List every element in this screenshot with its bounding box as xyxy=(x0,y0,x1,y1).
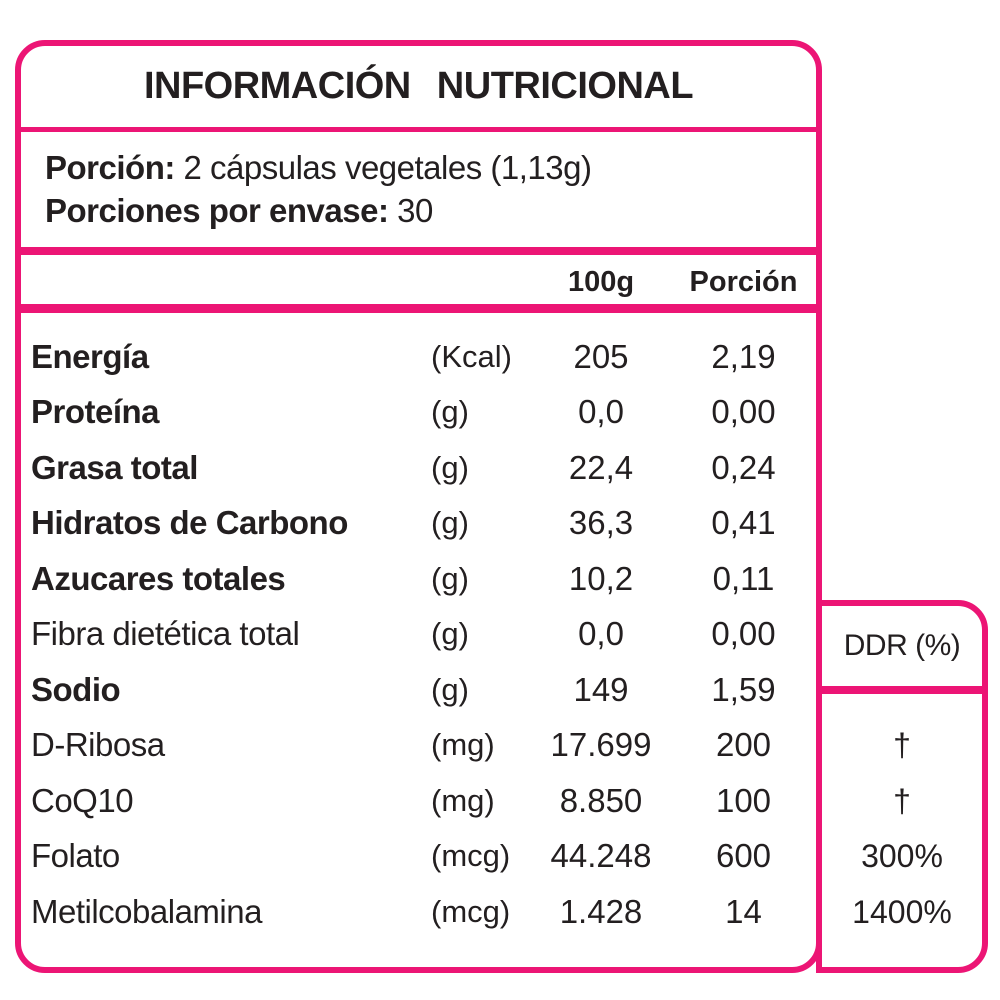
servings-per-container-value: 30 xyxy=(388,192,433,229)
ddr-panel: DDR (%) † † 300% 1400% xyxy=(816,600,988,973)
nutrient-label: Folato xyxy=(31,837,120,875)
table-row: Hidratos de Carbono (g) 36,3 0,41 xyxy=(21,496,816,552)
nutrient-value-portion: 2,19 xyxy=(711,337,776,375)
column-header-portion: Porción xyxy=(689,266,798,298)
nutrient-value-100g: 1.428 xyxy=(559,892,643,930)
title-section: INFORMACIÓN NUTRICIONAL xyxy=(21,46,816,127)
table-row: Energía (Kcal) 205 2,19 xyxy=(21,329,816,385)
serving-section: Porción: 2 cápsulas vegetales (1,13g) Po… xyxy=(21,132,816,247)
ddr-value: † xyxy=(893,727,911,764)
nutrient-value-portion: 14 xyxy=(725,892,762,930)
table-row: Metilcobalamina (mcg) 1.428 14 xyxy=(21,884,816,940)
nutrient-unit: (g) xyxy=(431,449,469,485)
nutrient-value-portion: 0,00 xyxy=(711,393,776,431)
nutrient-label: Energía xyxy=(31,337,149,375)
nutrient-value-portion: 200 xyxy=(715,726,772,764)
table-row: Fibra dietética total (g) 0,0 0,00 xyxy=(21,607,816,663)
nutrient-label: Sodio xyxy=(31,670,121,708)
nutrient-value-100g: 17.699 xyxy=(550,726,652,764)
divider xyxy=(21,304,816,313)
nutrient-label: Grasa total xyxy=(31,448,198,486)
nutrient-label: CoQ10 xyxy=(31,781,134,819)
nutrient-unit: (mcg) xyxy=(431,838,511,874)
table-row: Folato (mcg) 44.248 600 xyxy=(21,829,816,885)
nutrient-value-portion: 0,24 xyxy=(711,448,776,486)
table-row: Grasa total (g) 22,4 0,24 xyxy=(21,440,816,496)
table-row: CoQ10 (mg) 8.850 100 xyxy=(21,773,816,829)
table-row: Azucares totales (g) 10,2 0,11 xyxy=(21,551,816,607)
nutrient-label: Azucares totales xyxy=(31,559,286,597)
nutrient-label: D-Ribosa xyxy=(31,726,165,764)
divider xyxy=(21,247,816,255)
nutrient-label: Hidratos de Carbono xyxy=(31,504,348,542)
column-header-row: 100g Porción xyxy=(21,255,816,304)
divider xyxy=(21,127,816,132)
nutrient-value-portion: 0,00 xyxy=(711,615,776,653)
nutrient-unit: (Kcal) xyxy=(431,338,512,374)
nutrient-value-portion: 600 xyxy=(715,837,772,875)
nutrition-panel: INFORMACIÓN NUTRICIONAL Porción: 2 cápsu… xyxy=(15,40,822,973)
nutrient-label: Proteína xyxy=(31,393,160,431)
nutrient-table: Energía (Kcal) 205 2,19 Proteína (g) 0,0… xyxy=(21,313,816,967)
nutrient-unit: (mg) xyxy=(431,727,495,763)
nutrient-unit: (g) xyxy=(431,560,469,596)
nutrient-value-portion: 1,59 xyxy=(711,670,776,708)
nutrient-value-100g: 36,3 xyxy=(568,504,634,542)
nutrient-unit: (g) xyxy=(431,394,469,430)
ddr-value: † xyxy=(893,782,911,819)
table-row: Proteína (g) 0,0 0,00 xyxy=(21,385,816,441)
ddr-value: 300% xyxy=(861,838,943,875)
nutrient-value-100g: 8.850 xyxy=(559,781,643,819)
servings-per-container-label: Porciones por envase: xyxy=(45,192,389,229)
nutrient-label: Metilcobalamina xyxy=(31,892,262,930)
nutrient-value-100g: 0,0 xyxy=(578,615,624,653)
ddr-divider xyxy=(822,686,982,694)
nutrient-unit: (g) xyxy=(431,505,469,541)
nutrient-value-100g: 149 xyxy=(573,670,629,708)
ddr-values: † † 300% 1400% xyxy=(822,694,982,967)
table-row: Sodio (g) 149 1,59 xyxy=(21,662,816,718)
nutrient-unit: (mcg) xyxy=(431,893,511,929)
table-row: D-Ribosa (mg) 17.699 200 xyxy=(21,718,816,774)
serving-size-label: Porción: xyxy=(45,149,175,186)
nutrient-unit: (mg) xyxy=(431,782,495,818)
serving-size-line: Porción: 2 cápsulas vegetales (1,13g) xyxy=(45,149,806,187)
column-header-100g: 100g xyxy=(567,266,635,298)
nutrient-value-100g: 10,2 xyxy=(568,559,634,597)
nutrient-value-100g: 22,4 xyxy=(568,448,634,486)
nutrient-unit: (g) xyxy=(431,671,469,707)
nutrient-unit: (g) xyxy=(431,616,469,652)
page-title: INFORMACIÓN NUTRICIONAL xyxy=(143,65,694,107)
serving-size-value: 2 cápsulas vegetales (1,13g) xyxy=(174,149,592,186)
ddr-value: 1400% xyxy=(852,893,952,930)
nutrient-value-portion: 100 xyxy=(715,781,772,819)
nutrient-value-100g: 205 xyxy=(573,337,629,375)
nutrient-value-portion: 0,41 xyxy=(711,504,776,542)
nutrient-value-portion: 0,11 xyxy=(712,559,775,597)
nutrient-value-100g: 0,0 xyxy=(578,393,624,431)
ddr-header: DDR (%) xyxy=(843,629,961,662)
nutrient-value-100g: 44.248 xyxy=(550,837,652,875)
servings-per-container-line: Porciones por envase: 30 xyxy=(45,192,806,230)
nutrient-label: Fibra dietética total xyxy=(31,615,300,653)
